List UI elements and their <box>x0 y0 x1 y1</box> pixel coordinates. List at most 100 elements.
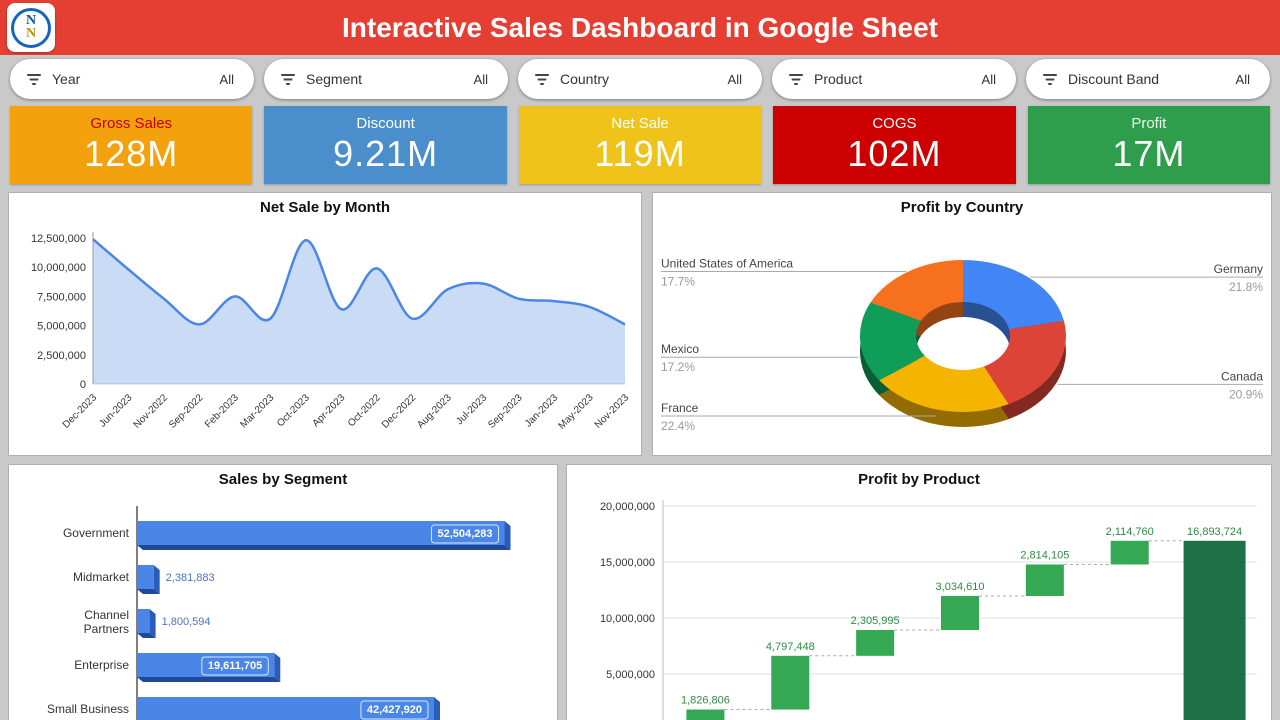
net-sale-area-chart[interactable]: 0 2,500,000 5,000,000 7,500,000 10,000,000 12… <box>9 216 641 452</box>
waterfall-total-bar[interactable] <box>1183 540 1246 720</box>
filter-discount-band[interactable]: Discount Band All <box>1026 59 1270 99</box>
slice-pct: 21.8% <box>1229 280 1263 294</box>
pie-slice[interactable] <box>983 320 1066 405</box>
kpi-row: Gross Sales 128M Discount 9.21M Net Sale… <box>0 106 1280 184</box>
y-tick-label: 2,500,000 <box>37 350 86 362</box>
filter-product[interactable]: Product All <box>772 59 1016 99</box>
bar-3d-bottom <box>137 545 511 550</box>
y-tick-label: 15,000,000 <box>600 557 655 569</box>
slice-label: United States of America <box>661 256 793 270</box>
bar-value-label: 1,826,806 <box>681 695 730 707</box>
x-tick-label: Oct-2023 <box>275 392 312 429</box>
y-tick-label: 10,000,000 <box>31 262 86 274</box>
filter-icon <box>27 73 41 85</box>
pie-slice[interactable] <box>879 355 1009 412</box>
filter-label: Country <box>560 71 610 87</box>
pie-slice[interactable] <box>963 260 1064 330</box>
slice-pct: 17.2% <box>661 360 695 374</box>
category-label: Enterprise <box>74 658 129 672</box>
waterfall-bar[interactable] <box>771 655 810 710</box>
category-label: Channel <box>84 608 129 622</box>
filter-country[interactable]: Country All <box>518 59 762 99</box>
bar-value-label: 2,305,995 <box>851 615 900 627</box>
profit-by-product-waterfall-chart[interactable]: 5,000,000 10,000,000 15,000,000 20,000,000 1… <box>567 488 1271 720</box>
filter-year[interactable]: Year All <box>10 59 254 99</box>
chart-title: Profit by Product <box>858 471 980 488</box>
slice-label: Canada <box>1221 369 1263 383</box>
y-tick-label: 7,500,000 <box>37 291 86 303</box>
filter-icon <box>281 73 295 85</box>
profit-by-product-chart-card[interactable]: Profit by Product 5,000,000 10,000,000 15,… <box>566 464 1272 720</box>
filter-bar: Year All Segment All Country All Product… <box>0 55 1280 103</box>
kpi-label: COGS <box>872 115 917 132</box>
pie-slice[interactable] <box>859 302 925 381</box>
filter-value: All <box>981 71 996 87</box>
kpi-profit: Profit 17M <box>1027 106 1271 184</box>
bar-3d-side <box>274 653 281 682</box>
area-fill <box>93 239 625 384</box>
kpi-discount: Discount 9.21M <box>264 106 507 184</box>
y-tick-label: 12,500,000 <box>31 233 86 245</box>
profit-by-country-chart-card[interactable]: Profit by Country Germany 21.8% Canada 20.9… <box>652 192 1272 456</box>
total-value-label: 16,893,724 <box>1187 526 1242 538</box>
waterfall-bar[interactable] <box>1110 540 1149 565</box>
x-tick-label: Aug-2023 <box>415 392 454 431</box>
sales-by-segment-bar-chart[interactable]: Government 52,504,283 Midmarket 2,381,883 Ch… <box>9 488 557 720</box>
chart-title: Sales by Segment <box>218 471 348 488</box>
kpi-value: 17M <box>1112 133 1186 174</box>
bar-value-label: 19,611,705 <box>208 660 262 672</box>
waterfall-bar[interactable] <box>686 709 725 720</box>
net-sale-by-month-chart-card[interactable]: Net Sale by Month 0 2,500,000 5,000,000 7,5… <box>8 192 642 456</box>
series-line <box>92 238 626 326</box>
kpi-value: 119M <box>594 133 686 174</box>
waterfall-bar[interactable] <box>856 629 895 656</box>
bar-3d-side <box>504 521 511 550</box>
x-tick-label: Dec-2023 <box>61 392 100 431</box>
logo-letter-top: N <box>25 13 37 28</box>
kpi-label: Profit <box>1131 115 1167 132</box>
y-tick-label: 20,000,000 <box>600 501 655 513</box>
y-tick-label: 5,000,000 <box>606 669 655 681</box>
slice-pct: 22.4% <box>661 419 695 433</box>
kpi-value: 128M <box>84 133 179 174</box>
waterfall-bar[interactable] <box>1025 564 1064 596</box>
bar-value-label: 3,034,610 <box>936 581 985 593</box>
kpi-cogs: COGS 102M <box>773 106 1016 184</box>
bar-value-box <box>430 524 500 544</box>
filter-segment[interactable]: Segment All <box>264 59 508 99</box>
bar-3d-bottom <box>137 589 160 594</box>
bar-3d-side <box>149 609 156 638</box>
pie-slice[interactable] <box>870 260 963 321</box>
waterfall-bar[interactable] <box>941 595 979 630</box>
category-label: Small Business <box>47 702 129 716</box>
bar-value-label: 4,797,448 <box>766 641 815 653</box>
x-tick-label: Jul-2023 <box>454 392 489 427</box>
logo-letter-bottom: N <box>25 26 37 41</box>
bar-value-label: 42,427,920 <box>367 704 422 716</box>
filter-icon <box>789 73 803 85</box>
bar-value-box <box>360 700 429 720</box>
filter-value: All <box>727 71 742 87</box>
bar[interactable] <box>137 609 150 633</box>
kpi-net-sale: Net Sale 119M <box>518 106 762 184</box>
x-tick-label: Feb-2023 <box>203 392 241 430</box>
category-label: Midmarket <box>73 570 130 584</box>
page-title: Interactive Sales Dashboard in Google Sh… <box>342 11 938 43</box>
sales-by-segment-chart-card[interactable]: Sales by Segment Government 52,504,283 Mid… <box>8 464 558 720</box>
x-tick-label: Dec-2022 <box>380 392 419 431</box>
chart-title: Net Sale by Month <box>259 199 390 216</box>
filter-value: All <box>473 71 488 87</box>
bar[interactable] <box>137 697 434 720</box>
bar[interactable] <box>137 565 154 589</box>
x-tick-label: Sep-2022 <box>167 392 206 431</box>
bar-value-label: 2,114,760 <box>1106 526 1154 538</box>
bar-3d-bottom <box>137 633 156 638</box>
x-tick-label: Nov-2022 <box>132 392 171 431</box>
bar-value-label: 1,800,594 <box>162 616 211 628</box>
x-tick-label: Mar-2023 <box>238 392 276 430</box>
logo: N N <box>7 3 55 52</box>
x-tick-label: Jun-2023 <box>97 392 135 430</box>
profit-by-country-donut-chart[interactable]: Germany 21.8% Canada 20.9% France 22.4% Mexico… <box>653 216 1271 452</box>
x-tick-label: Oct-2022 <box>346 392 383 429</box>
